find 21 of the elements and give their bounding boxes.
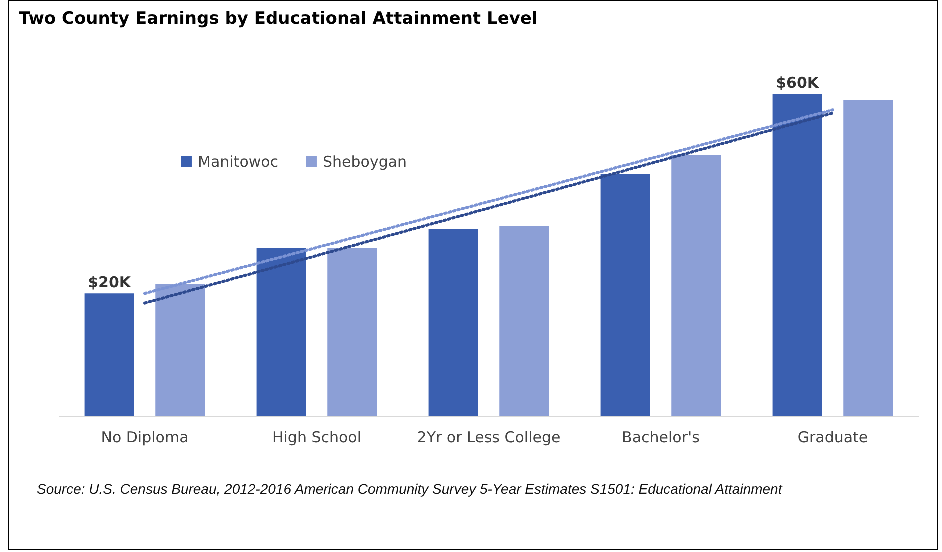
bar: [84, 294, 134, 416]
source-note: Source: U.S. Census Bureau, 2012-2016 American Community Survey 5-Year Estimates S1501: Educational Attainment: [37, 480, 784, 499]
x-tick-label: 2Yr or Less College: [417, 428, 561, 446]
bar: [156, 284, 206, 416]
chart-title: Two County Earnings by Educational Attainment Level: [19, 9, 538, 29]
bar: [328, 248, 378, 416]
legend-label: Manitowoc: [198, 152, 279, 171]
legend-label: Sheboygan: [323, 152, 408, 171]
x-tick-label: Bachelor's: [622, 428, 700, 446]
x-tick-label: No Diploma: [101, 428, 189, 446]
x-tick-label: High School: [272, 428, 362, 446]
annotation: $20K: [88, 274, 132, 292]
bar: [772, 94, 822, 416]
bar: [600, 174, 650, 416]
x-tick-label: Graduate: [798, 428, 868, 446]
bar: [844, 100, 894, 416]
bar: [500, 226, 550, 416]
text: $60K: [776, 74, 820, 92]
bar: [256, 248, 306, 416]
bar: [672, 155, 722, 416]
bar: [428, 229, 478, 416]
